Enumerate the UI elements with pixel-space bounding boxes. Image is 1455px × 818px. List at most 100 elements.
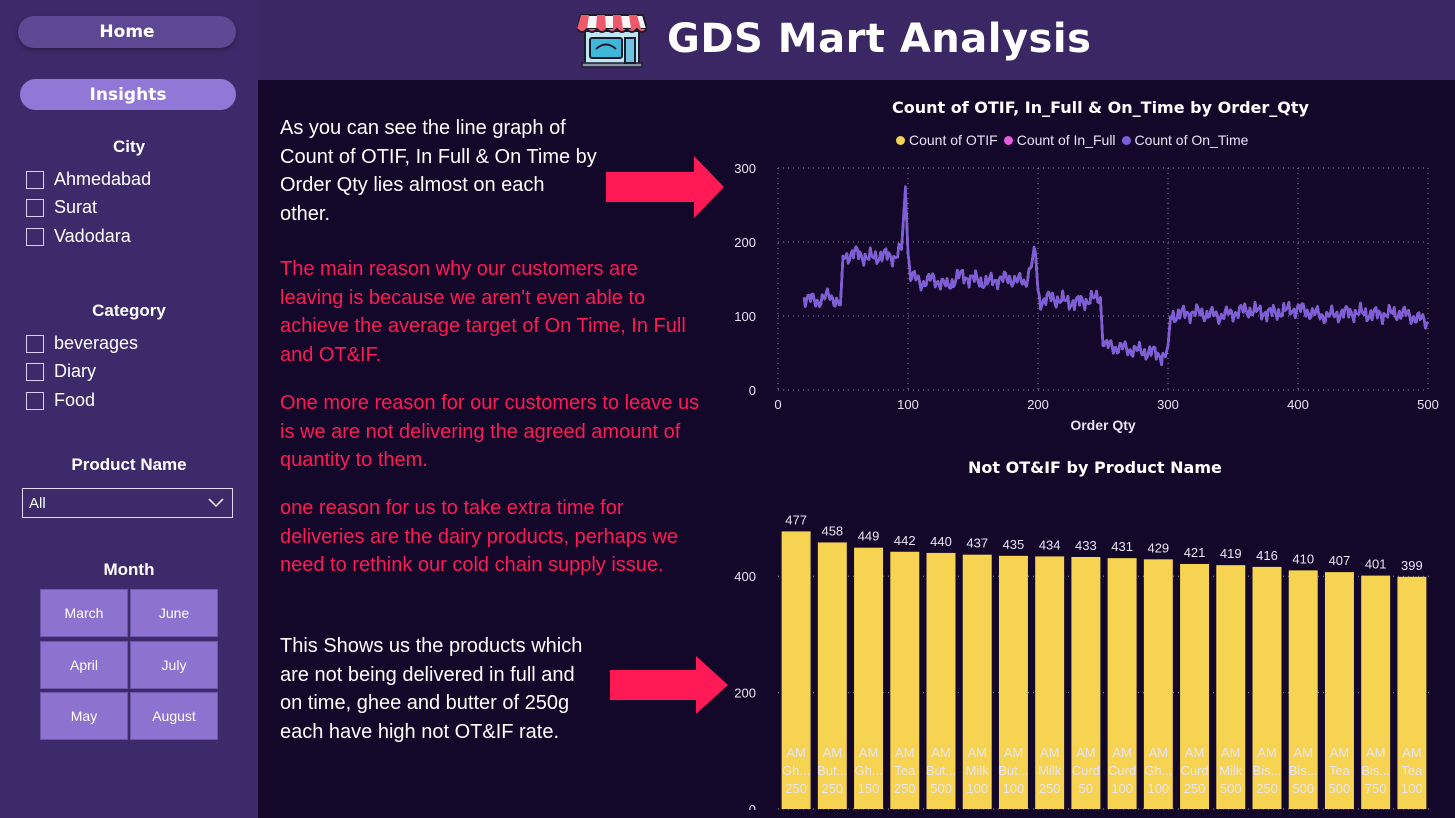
insight-text-dairy: one reason for us to take extra time for… bbox=[280, 497, 678, 576]
insight-text-main-reason: The main reason why our customers are le… bbox=[280, 258, 686, 366]
legend-dot bbox=[1003, 135, 1013, 145]
x-tick-label-line: 250 bbox=[821, 781, 844, 796]
x-tick-label: 100 bbox=[897, 397, 919, 412]
x-tick-label: AM Bis... 750 bbox=[1356, 744, 1396, 798]
checkbox[interactable] bbox=[26, 170, 44, 189]
y-tick-label: 200 bbox=[734, 235, 756, 250]
product-name-dropdown[interactable]: All bbox=[22, 488, 233, 518]
x-tick-label-line: Tea bbox=[1401, 763, 1423, 778]
home-button[interactable]: Home bbox=[18, 16, 236, 48]
city-option-ahmedabad[interactable]: Ahmedabad bbox=[26, 169, 151, 190]
x-tick-label: 300 bbox=[1157, 397, 1179, 412]
x-tick-label-line: Curd bbox=[1108, 763, 1137, 778]
x-tick-label-line: AM bbox=[1184, 745, 1205, 760]
city-option-label: Ahmedabad bbox=[54, 169, 152, 189]
product-slicer-title: Product Name bbox=[71, 455, 187, 474]
bar bbox=[1361, 575, 1391, 809]
x-tick-label-line: Gh... bbox=[1144, 763, 1173, 778]
bar bbox=[817, 542, 847, 809]
x-tick-label-line: 250 bbox=[1256, 781, 1278, 796]
x-tick-label-line: AM bbox=[1221, 745, 1241, 760]
insights-button[interactable]: Insights bbox=[20, 79, 236, 110]
x-tick-label: 500 bbox=[1417, 397, 1439, 412]
x-tick-label-line: 750 bbox=[1364, 781, 1387, 796]
y-tick-label: 300 bbox=[734, 161, 756, 176]
month-button-august[interactable]: August bbox=[130, 692, 218, 740]
category-option-label: Diary bbox=[54, 361, 97, 381]
bar bbox=[1107, 558, 1137, 809]
bar bbox=[1397, 576, 1427, 809]
line-chart: 0 100 200 300 0 100 200 300 400 500 Order Qty bbox=[734, 161, 1439, 433]
x-tick-label: AM Gh... 250 bbox=[776, 744, 816, 798]
x-tick-label-line: 250 bbox=[1183, 781, 1206, 796]
bar bbox=[1288, 570, 1318, 809]
month-button-april[interactable]: April bbox=[40, 641, 128, 689]
arrow-right-icon bbox=[606, 156, 724, 218]
bar bbox=[998, 555, 1028, 809]
checkbox[interactable] bbox=[26, 362, 44, 381]
x-tick-label: AM Curd 50 bbox=[1066, 744, 1106, 798]
data-label: 442 bbox=[894, 533, 916, 548]
x-tick-label-line: Gh... bbox=[854, 763, 883, 778]
category-option-beverages[interactable]: beverages bbox=[26, 333, 138, 354]
x-tick-label: 0 bbox=[774, 397, 781, 412]
bar bbox=[781, 531, 811, 809]
chevron-down-icon bbox=[208, 498, 224, 508]
store-icon bbox=[577, 14, 647, 68]
x-tick-label-line: Curd bbox=[1180, 763, 1209, 778]
month-button-july[interactable]: July bbox=[130, 641, 218, 689]
x-tick-label: AM Gh... 100 bbox=[1138, 744, 1178, 798]
category-option-food[interactable]: Food bbox=[26, 390, 95, 411]
x-tick-label-line: Tea bbox=[1328, 763, 1350, 778]
data-label: 429 bbox=[1147, 540, 1169, 555]
city-option-surat[interactable]: Surat bbox=[26, 197, 97, 218]
legend-dot bbox=[896, 135, 905, 145]
y-tick-label: 100 bbox=[734, 309, 756, 324]
bar bbox=[926, 552, 956, 809]
bar bbox=[1216, 565, 1246, 809]
x-tick-label: AM But... 500 bbox=[921, 744, 961, 798]
bar bbox=[854, 547, 884, 809]
city-option-vadodara[interactable]: Vadodara bbox=[26, 226, 131, 247]
y-tick-label: 0 bbox=[749, 383, 756, 398]
x-tick-label: AM Tea 100 bbox=[1392, 744, 1432, 798]
data-label: 431 bbox=[1111, 539, 1133, 554]
month-button-march[interactable]: March bbox=[40, 589, 128, 637]
x-tick-label-line: AM bbox=[1112, 745, 1132, 760]
x-tick-label-line: 100 bbox=[1111, 781, 1133, 796]
x-tick-label-line: 150 bbox=[857, 781, 880, 796]
legend-dot bbox=[1121, 135, 1131, 145]
x-tick-label-line: But... bbox=[817, 763, 848, 778]
x-tick-label: AM Milk 100 bbox=[957, 744, 997, 798]
insight-text-line-graph: As you can see the line graph of Count o… bbox=[280, 117, 597, 225]
city-option-label: Vadodara bbox=[54, 226, 131, 246]
y-tick-label: 200 bbox=[734, 686, 756, 701]
data-label: 433 bbox=[1075, 538, 1097, 553]
x-tick-label-line: Milk bbox=[965, 763, 989, 778]
x-tick-label-line: 250 bbox=[785, 781, 807, 796]
dropdown-selected-value: All bbox=[29, 494, 46, 512]
bar bbox=[1035, 556, 1065, 809]
data-label: 401 bbox=[1365, 557, 1387, 572]
checkbox[interactable] bbox=[26, 334, 44, 353]
data-label: 477 bbox=[785, 512, 807, 527]
x-tick-label: AM Tea 500 bbox=[1319, 744, 1359, 798]
line-chart-legend: Count of OTIF Count of In_Full Count of … bbox=[896, 132, 1254, 148]
category-option-diary[interactable]: Diary bbox=[26, 361, 96, 382]
city-slicer-title: City bbox=[112, 137, 146, 156]
bar bbox=[1180, 563, 1210, 809]
checkbox[interactable] bbox=[26, 198, 44, 217]
x-tick-label-line: But... bbox=[925, 763, 957, 778]
checkbox[interactable] bbox=[26, 391, 44, 410]
month-button-may[interactable]: May bbox=[40, 692, 128, 740]
month-button-june[interactable]: June bbox=[130, 589, 218, 637]
header: GDS Mart Analysis bbox=[258, 0, 1455, 80]
x-tick-label-line: Bis... bbox=[1361, 763, 1391, 778]
x-tick-label-line: 100 bbox=[1002, 781, 1025, 796]
series-line-count-of-in-full bbox=[802, 187, 1430, 367]
main-content: As you can see the line graph of Count o… bbox=[258, 80, 1455, 818]
legend-item-in-full: Count of In_Full bbox=[1003, 132, 1116, 148]
checkbox[interactable] bbox=[26, 227, 44, 246]
x-tick-label-line: Bis... bbox=[1288, 763, 1318, 778]
arrow-right-icon bbox=[610, 656, 728, 714]
